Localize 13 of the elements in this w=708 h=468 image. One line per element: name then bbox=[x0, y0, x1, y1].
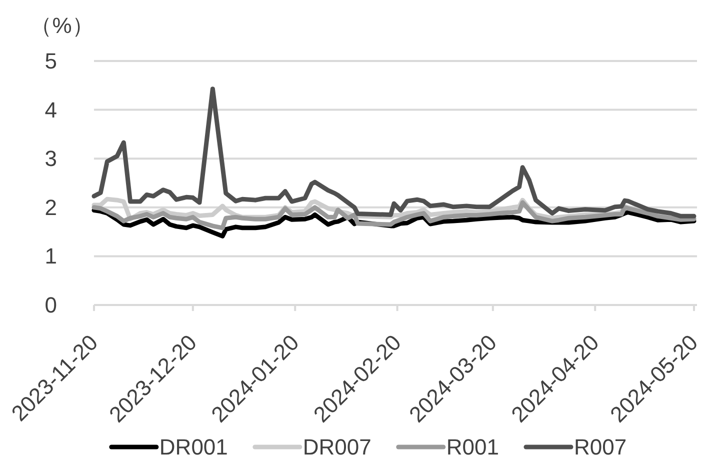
y-axis-title: （%） bbox=[30, 13, 94, 38]
line-series bbox=[92, 86, 696, 218]
legend-label: DR001 bbox=[159, 434, 228, 460]
line-series bbox=[92, 200, 696, 230]
y-tick-label: 2 bbox=[44, 194, 57, 220]
legend-label: R007 bbox=[574, 434, 627, 460]
y-tick-label: 1 bbox=[44, 244, 57, 269]
legend-label: R001 bbox=[446, 434, 499, 460]
legend-label: DR007 bbox=[302, 434, 372, 460]
y-tick-label: 5 bbox=[44, 48, 57, 74]
y-tick-label: 3 bbox=[44, 146, 57, 172]
y-tick-label: 0 bbox=[44, 292, 57, 318]
y-tick-label: 4 bbox=[44, 97, 57, 122]
